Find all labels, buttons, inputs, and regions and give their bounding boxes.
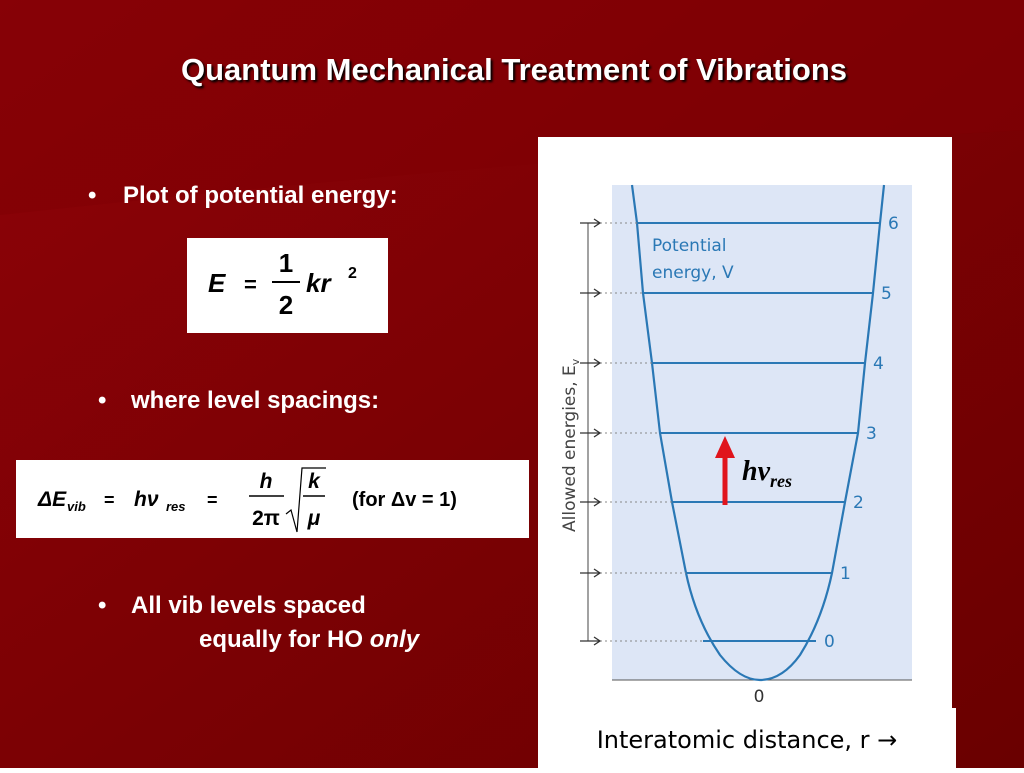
eq-text: hν (134, 488, 159, 511)
equation-box (187, 238, 388, 333)
eq-text: = (207, 490, 218, 510)
eq-text: ΔE (37, 488, 67, 511)
bullet-text: where level spacings: (130, 387, 379, 414)
eq-text: vib (67, 499, 86, 514)
level-label: 5 (881, 284, 892, 304)
bullet-text: equally for HO only (199, 626, 421, 653)
energy-levels: 0 1 2 3 4 5 6 (580, 214, 899, 652)
eq-text: 2 (279, 290, 293, 320)
transition-arrowhead (715, 436, 735, 458)
bullet-text: Plot of potential energy: (123, 182, 398, 209)
eq-text: kr (306, 268, 332, 298)
level-tick (580, 568, 602, 578)
eq-text: = (244, 272, 257, 297)
eq-text: h (260, 470, 273, 493)
level-tick (580, 218, 602, 228)
bullet-dot: • (98, 592, 106, 619)
bullet-dot: • (88, 182, 96, 209)
x-label-box (538, 708, 956, 768)
eq-text: = (104, 490, 115, 510)
eq-text: res (166, 499, 186, 514)
origin-label: 0 (754, 687, 765, 707)
eq-text: k (308, 470, 321, 493)
x-axis-label: Interatomic distance, r → (597, 726, 898, 754)
level-label: 4 (873, 354, 884, 374)
level-label: 2 (853, 493, 864, 513)
level-label: 0 (824, 632, 835, 652)
level-label: 1 (840, 564, 851, 584)
axis-label: Allowed energies, E (560, 365, 580, 532)
axis-sub: v (569, 358, 582, 365)
eq-text: 2π (252, 507, 280, 530)
title: Quantum Mechanical Treatment of Vibratio… (181, 52, 847, 87)
level-tick (580, 497, 602, 507)
level-tick (580, 636, 602, 646)
level-label: 6 (888, 214, 899, 234)
transition-label: hν (742, 456, 771, 487)
bullet-text: All vib levels spaced (131, 592, 366, 619)
equation-box (16, 460, 529, 538)
level-tick (580, 288, 602, 298)
potential-curve (630, 184, 886, 682)
level-label: 3 (866, 424, 877, 444)
curve-label: Potential (652, 236, 726, 256)
eq-text: E (208, 268, 226, 298)
transition-sub: res (770, 471, 792, 491)
background-band (0, 0, 1024, 215)
axis-label: Allowed energies, Ev (560, 358, 582, 532)
sqrt-sign (285, 467, 326, 533)
eq-text: (for Δv = 1) (352, 489, 457, 511)
level-tick (580, 428, 602, 438)
curve-label: energy, V (652, 263, 734, 283)
transition-label: hνres (742, 456, 792, 491)
bullet-dot: • (98, 387, 106, 414)
bullet-text: equally for HO (199, 626, 363, 653)
emphasis: only (370, 626, 421, 653)
eq-text: 2 (348, 265, 357, 282)
level-tick (580, 358, 602, 368)
eq-text: μ (307, 507, 321, 530)
eq-text: 1 (279, 248, 293, 278)
